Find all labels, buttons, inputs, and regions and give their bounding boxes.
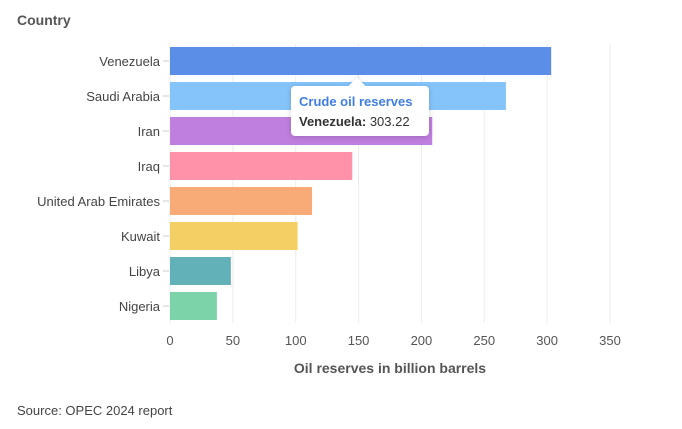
y-tick-label: Saudi Arabia (86, 89, 160, 104)
tooltip: Crude oil reserves Venezuela: 303.22 (291, 86, 429, 136)
bar (170, 292, 217, 320)
bar (170, 222, 298, 250)
y-tick-label: Venezuela (99, 54, 160, 69)
bar (170, 47, 552, 75)
x-tick-label: 150 (348, 333, 370, 348)
y-tick-label: Libya (129, 264, 161, 279)
x-axis-title: Oil reserves in billion barrels (294, 360, 486, 376)
y-tick-label: Iraq (138, 159, 160, 174)
source-note: Source: OPEC 2024 report (17, 403, 173, 418)
x-tick-label: 300 (536, 333, 558, 348)
x-tick-label: 100 (285, 333, 307, 348)
x-tick-label: 200 (411, 333, 433, 348)
bar (170, 187, 313, 215)
x-tick-label: 50 (226, 333, 240, 348)
tooltip-label: Venezuela: (299, 114, 367, 129)
x-tick-label: 350 (599, 333, 621, 348)
y-tick-label: Kuwait (121, 229, 160, 244)
x-tick-label: 250 (473, 333, 495, 348)
tooltip-value: 303.22 (369, 114, 410, 129)
y-tick-label: United Arab Emirates (37, 194, 160, 209)
y-tick-label: Iran (138, 124, 160, 139)
y-tick-label: Nigeria (119, 299, 161, 314)
tooltip-series: Crude oil reserves (299, 94, 413, 109)
bar (170, 257, 231, 285)
y-axis-title: Country (17, 12, 71, 28)
bar (170, 152, 353, 180)
x-tick-label: 0 (166, 333, 173, 348)
